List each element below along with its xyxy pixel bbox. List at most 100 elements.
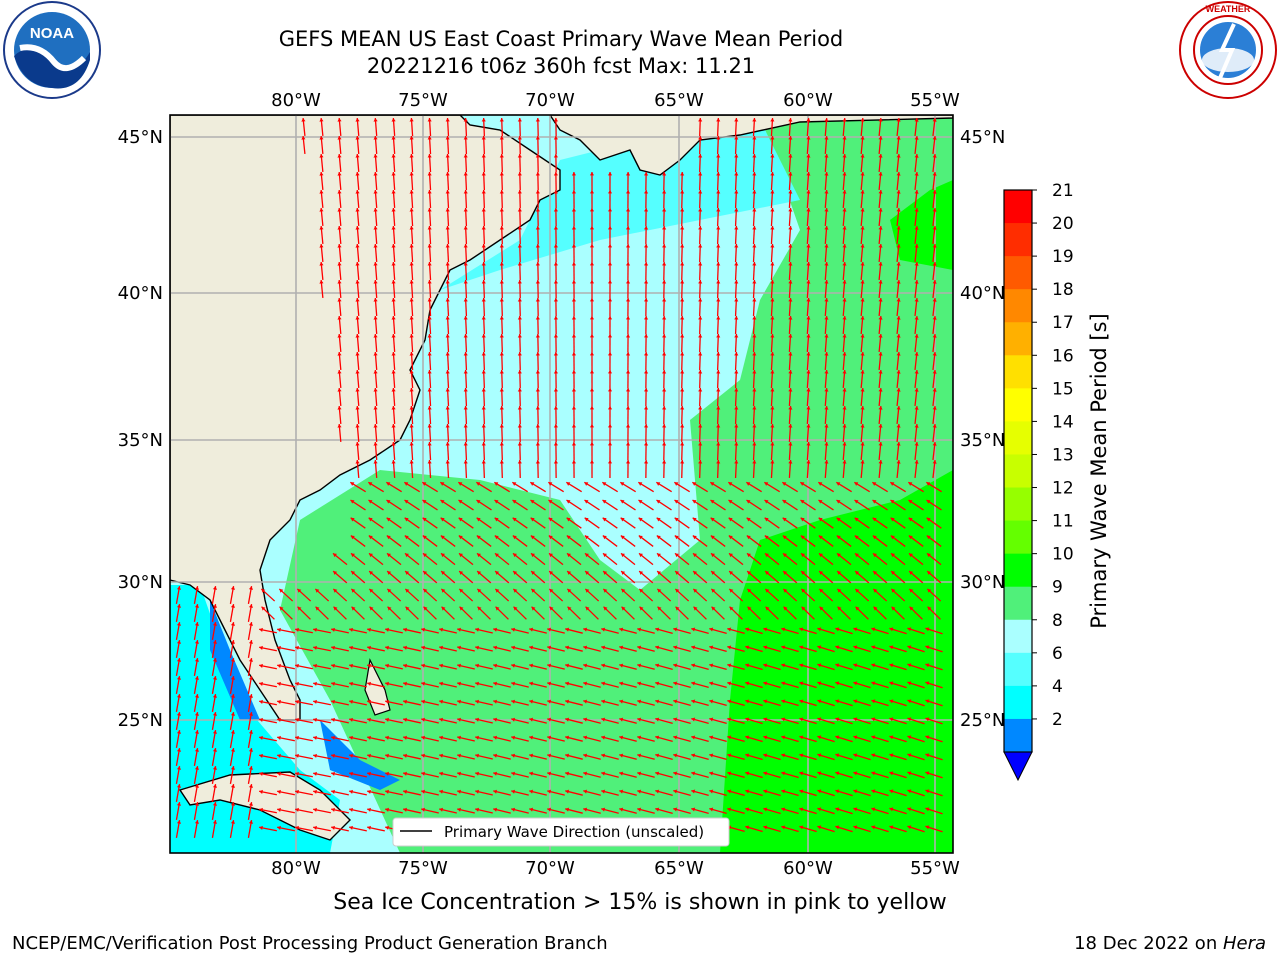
wave-arrow-head [619, 663, 624, 668]
wave-arrow-head [212, 604, 217, 608]
wave-arrow-head [799, 663, 804, 668]
wave-arrow-head [734, 460, 739, 464]
wave-arrow-head [860, 154, 865, 158]
wave-arrow-head [765, 606, 770, 611]
wave-arrow-head [872, 482, 877, 486]
wave-arrow-head [248, 622, 253, 626]
wave-arrow-head [800, 517, 805, 522]
wave-arrow-head [601, 717, 606, 722]
wave-arrow-head [728, 553, 733, 558]
wave-arrow-head [752, 190, 757, 194]
wave-arrow-head [788, 244, 793, 248]
chart-title: GEFS MEAN US East Coast Primary Wave Mea… [278, 27, 844, 51]
wave-arrow-head [602, 553, 607, 558]
wave-arrow-head [513, 606, 518, 611]
wave-arrow-head [387, 588, 392, 593]
wave-arrow-head [926, 553, 931, 558]
wave-arrow-head [692, 535, 697, 540]
wave-arrow-head [734, 334, 739, 338]
wave-arrow-head [571, 262, 577, 266]
wave-arrow-head [824, 460, 829, 464]
wave-arrow-head [589, 424, 595, 428]
wave-arrow-head [799, 735, 804, 740]
wave-arrow-head [745, 825, 750, 830]
wave-arrow-head [853, 717, 858, 722]
wave-arrow-head [259, 807, 263, 812]
wave-arrow-head [607, 208, 613, 212]
wave-arrow-head [788, 154, 793, 158]
wave-arrow-head [403, 645, 408, 650]
wave-arrow-head [764, 500, 769, 504]
wave-arrow-head [583, 663, 588, 668]
wave-arrow-head [763, 699, 768, 704]
wave-arrow-head [513, 588, 518, 593]
wave-arrow-head [445, 334, 450, 338]
wave-arrow-head [373, 316, 378, 320]
wave-arrow-head [517, 352, 522, 356]
wave-arrow-head [547, 735, 552, 740]
wave-arrow-head [319, 154, 324, 158]
footer-date: 18 Dec 2022 on Hera [1074, 933, 1266, 954]
wave-arrow-head [716, 190, 721, 194]
wave-arrow-head [373, 244, 378, 248]
wave-arrow-head [693, 588, 698, 593]
wave-arrow-head [698, 334, 703, 338]
wave-arrow-head [349, 645, 353, 650]
wave-arrow-head [878, 316, 883, 320]
wave-arrow-head [806, 190, 811, 194]
wave-arrow-head [637, 807, 642, 812]
wave-arrow-head [319, 244, 324, 248]
wave-arrow-head [409, 334, 414, 338]
wave-arrow-head [548, 500, 553, 504]
wave-arrow-head [607, 406, 613, 410]
wave-arrow-head [896, 172, 901, 176]
wave-arrow-head [927, 588, 932, 593]
wave-arrow-head [932, 370, 937, 374]
wave-arrow-head [403, 699, 408, 704]
wave-arrow-head [589, 280, 595, 284]
wave-arrow-head [698, 370, 703, 374]
wave-arrow-head [836, 553, 841, 558]
wave-arrow-head [842, 298, 847, 302]
wave-arrow-head [727, 753, 732, 758]
wave-arrow-head [842, 370, 847, 374]
wave-arrow-head [194, 766, 199, 770]
wave-arrow-head [824, 406, 829, 410]
wave-arrow-head [716, 208, 721, 212]
footer-date-text: 18 Dec 2022 on [1074, 933, 1223, 954]
wave-arrow-head [212, 802, 217, 806]
wave-arrow-head [656, 553, 661, 558]
wave-arrow-head [709, 663, 714, 668]
wave-arrow-head [716, 352, 721, 356]
wave-arrow-head [662, 352, 667, 356]
wave-arrow-head [871, 699, 876, 704]
wave-arrow-head [788, 208, 793, 212]
wave-arrow-head [553, 118, 558, 122]
wave-arrow-head [765, 588, 770, 593]
wave-arrow-head [571, 460, 577, 464]
wave-arrow-head [896, 388, 901, 392]
wave-arrow-head [770, 424, 775, 428]
wave-arrow-head [194, 784, 199, 788]
wave-arrow-head [459, 588, 464, 593]
wave-arrow-head [914, 370, 919, 374]
wave-arrow-head [481, 190, 486, 194]
wave-arrow-head [878, 262, 883, 266]
colorbar-tick-label: 19 [1052, 247, 1074, 267]
wave-arrow-head [824, 334, 829, 338]
wave-arrow-head [553, 244, 558, 248]
wave-arrow-head [878, 388, 883, 392]
wave-arrow-head [373, 388, 378, 392]
wave-arrow-head [637, 663, 642, 668]
wave-arrow-head [932, 244, 937, 248]
wave-arrow-head [259, 699, 263, 704]
wave-arrow-head [842, 334, 847, 338]
wave-arrow-head [565, 627, 570, 632]
wave-arrow-head [337, 388, 342, 392]
wave-arrow-head [891, 588, 896, 593]
wave-arrow-head [691, 699, 696, 704]
wave-arrow-head [517, 136, 522, 140]
wave-arrow-head [824, 136, 829, 140]
wave-arrow-head [709, 807, 714, 812]
wave-arrow-head [476, 482, 481, 486]
